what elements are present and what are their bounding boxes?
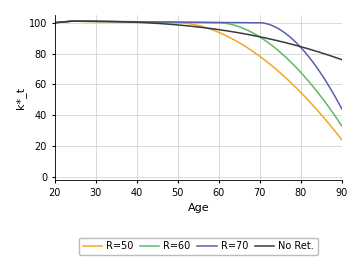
No Ret. [250, 34, 254, 37]
R=50 [82, 20, 86, 23]
R=70 [53, 21, 57, 24]
No Ret. [340, 58, 344, 61]
R=70 [250, 21, 254, 24]
R=60 [53, 21, 57, 24]
R=50 [340, 138, 344, 141]
Line: R=60: R=60 [55, 21, 342, 126]
Y-axis label: k*_t: k*_t [15, 86, 26, 108]
No Ret. [282, 41, 286, 44]
R=60 [82, 20, 86, 23]
R=70 [82, 20, 86, 23]
No Ret. [277, 40, 281, 43]
Line: No Ret.: No Ret. [55, 21, 342, 60]
No Ret. [69, 20, 74, 23]
R=70 [69, 20, 74, 23]
R=60 [250, 31, 254, 34]
No Ret. [53, 21, 57, 24]
X-axis label: Age: Age [187, 203, 209, 213]
R=60 [340, 124, 344, 127]
R=60 [277, 50, 281, 53]
R=60 [69, 20, 73, 23]
Line: R=50: R=50 [55, 21, 342, 140]
R=70 [277, 27, 281, 31]
R=50 [282, 75, 286, 78]
R=50 [169, 21, 173, 24]
R=50 [277, 70, 281, 73]
R=50 [179, 21, 184, 24]
R=50 [250, 49, 254, 52]
R=70 [340, 107, 344, 111]
Line: R=70: R=70 [55, 21, 342, 109]
R=50 [53, 21, 57, 24]
R=60 [179, 21, 184, 24]
R=60 [169, 21, 173, 24]
R=70 [169, 21, 173, 24]
No Ret. [82, 20, 86, 23]
No Ret. [179, 24, 184, 27]
Legend: R=50, R=60, R=70, No Ret.: R=50, R=60, R=70, No Ret. [79, 237, 318, 255]
R=70 [282, 31, 286, 34]
R=60 [282, 54, 286, 57]
R=50 [69, 20, 73, 23]
R=70 [179, 21, 184, 24]
No Ret. [169, 23, 173, 26]
